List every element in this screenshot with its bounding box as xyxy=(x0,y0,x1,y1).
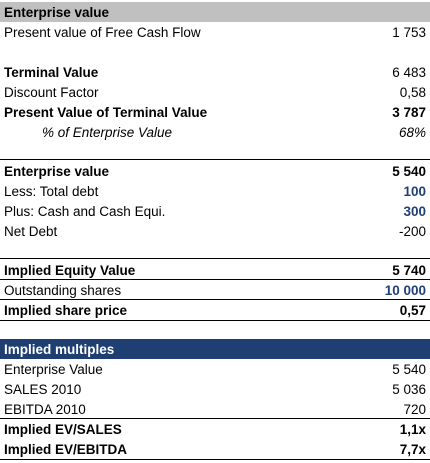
ev-ebitda-value: 7,7x xyxy=(399,442,426,457)
net-debt-value: -200 xyxy=(398,224,426,239)
enterprise-value-header-label: Enterprise value xyxy=(4,5,110,20)
cash-value: 300 xyxy=(403,204,426,219)
total-debt-row: Less: Total debt 100 xyxy=(0,181,430,201)
ev-sales-value: 1,1x xyxy=(399,422,426,437)
sales-row: SALES 2010 5 036 xyxy=(0,379,430,399)
sales-value: 5 036 xyxy=(392,382,426,397)
equity-value-label: Implied Equity Value xyxy=(4,263,136,278)
terminal-value-value: 6 483 xyxy=(392,65,426,80)
terminal-value-row: Terminal Value 6 483 xyxy=(0,62,430,82)
row-divider xyxy=(0,320,430,321)
net-debt-label: Net Debt xyxy=(4,224,58,239)
multiples-ev-value: 5 540 xyxy=(392,362,426,377)
cash-label: Plus: Cash and Cash Equi. xyxy=(4,204,166,219)
ev-row: Enterprise value 5 540 xyxy=(0,161,430,181)
enterprise-value-header: Enterprise value xyxy=(0,2,430,22)
share-price-value: 0,57 xyxy=(399,303,426,318)
pct-ev-value: 68% xyxy=(398,125,426,140)
ev-ebitda-row: Implied EV/EBITDA 7,7x xyxy=(0,439,430,459)
net-debt-row: Net Debt -200 xyxy=(0,221,430,241)
outstanding-shares-row: Outstanding shares 10 000 xyxy=(0,280,430,300)
multiples-ev-label: Enterprise Value xyxy=(4,362,103,377)
outstanding-shares-label: Outstanding shares xyxy=(4,283,122,298)
pct-ev-label: % of Enterprise Value xyxy=(42,125,173,140)
ebitda-label: EBITDA 2010 xyxy=(4,402,86,417)
ebitda-value: 720 xyxy=(403,402,426,417)
section-divider xyxy=(0,258,430,259)
row-divider xyxy=(0,299,430,300)
pct-ev-row: % of Enterprise Value 68% xyxy=(0,122,430,142)
cash-row: Plus: Cash and Cash Equi. 300 xyxy=(0,201,430,221)
total-debt-label: Less: Total debt xyxy=(4,184,99,199)
ev-value: 5 540 xyxy=(392,164,426,179)
sales-label: SALES 2010 xyxy=(4,382,82,397)
share-price-label: Implied share price xyxy=(4,303,128,318)
pv-fcf-value: 1 753 xyxy=(392,25,426,40)
terminal-value-label: Terminal Value xyxy=(4,65,99,80)
ev-sales-row: Implied EV/SALES 1,1x xyxy=(0,419,430,439)
ev-label: Enterprise value xyxy=(4,164,110,179)
row-divider xyxy=(0,459,430,460)
pv-terminal-row: Present Value of Terminal Value 3 787 xyxy=(0,102,430,122)
ev-ebitda-label: Implied EV/EBITDA xyxy=(4,442,128,457)
section-divider xyxy=(0,159,430,160)
ev-sales-label: Implied EV/SALES xyxy=(4,422,122,437)
row-divider xyxy=(0,418,430,419)
equity-value-value: 5 740 xyxy=(392,263,426,278)
outstanding-shares-value: 10 000 xyxy=(384,283,426,298)
discount-factor-row: Discount Factor 0,58 xyxy=(0,82,430,102)
ebitda-row: EBITDA 2010 720 xyxy=(0,399,430,419)
implied-multiples-header-label: Implied multiples xyxy=(4,342,115,357)
multiples-ev-row: Enterprise Value 5 540 xyxy=(0,359,430,379)
implied-multiples-header: Implied multiples xyxy=(0,339,430,359)
row-divider xyxy=(0,279,430,280)
pv-terminal-label: Present Value of Terminal Value xyxy=(4,105,208,120)
total-debt-value: 100 xyxy=(403,184,426,199)
equity-value-row: Implied Equity Value 5 740 xyxy=(0,260,430,280)
discount-factor-label: Discount Factor xyxy=(4,85,99,100)
pv-fcf-row: Present value of Free Cash Flow 1 753 xyxy=(0,22,430,42)
pv-fcf-label: Present value of Free Cash Flow xyxy=(4,25,201,40)
pv-terminal-value: 3 787 xyxy=(392,105,426,120)
share-price-row: Implied share price 0,57 xyxy=(0,300,430,320)
discount-factor-value: 0,58 xyxy=(399,85,426,100)
